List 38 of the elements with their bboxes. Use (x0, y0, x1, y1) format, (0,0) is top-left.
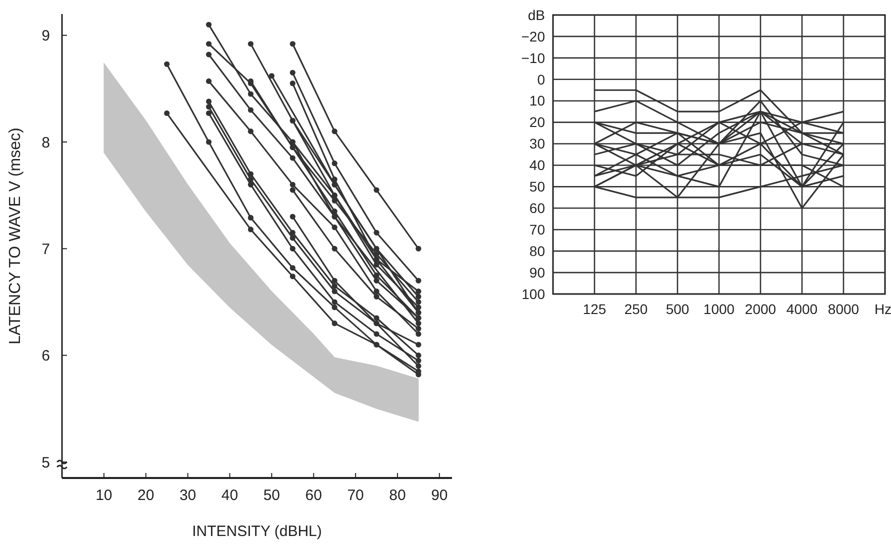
y-tick-label: 80 (529, 242, 546, 259)
x-tick-label: 60 (305, 487, 322, 504)
y-tick-label: 100 (522, 286, 546, 302)
x-tick-label: 2000 (744, 301, 776, 317)
y-tick-label: −10 (521, 50, 546, 66)
y-axis-title: dB (528, 6, 545, 23)
x-tick-label: 10 (96, 487, 112, 504)
x-axis-title: Hz (874, 301, 891, 317)
x-tick-label: 70 (347, 487, 364, 504)
x-tick-label: 80 (389, 487, 406, 504)
y-tick-label: 8 (42, 134, 50, 152)
x-tick-label: 20 (138, 487, 154, 504)
y-tick-label: 70 (529, 222, 546, 238)
y-axis-title: LATENCY TO WAVE V (msec) (7, 128, 24, 344)
x-axis-title: INTENSITY (dBHL) (192, 523, 322, 540)
x-tick-label: 30 (179, 487, 196, 504)
x-tick-label: 40 (221, 487, 238, 504)
y-tick-label: 10 (529, 92, 546, 109)
y-tick-label: 30 (529, 136, 546, 152)
x-tick-label: 125 (582, 301, 606, 317)
y-tick-label: 5 (42, 454, 50, 472)
y-tick-label: 40 (529, 157, 546, 174)
y-tick-label: 6 (42, 348, 50, 365)
y-tick-label: 0 (537, 71, 546, 88)
y-tick-label: 9 (42, 28, 50, 45)
x-tick-label: 500 (666, 301, 690, 317)
x-tick-label: 90 (431, 487, 448, 504)
y-tick-label: 60 (529, 200, 546, 216)
x-tick-label: 1000 (703, 301, 735, 317)
y-tick-label: 20 (529, 114, 546, 130)
y-tick-label: −20 (521, 28, 546, 44)
x-tick-label: 250 (624, 301, 648, 317)
x-tick-label: 8000 (828, 301, 860, 317)
x-tick-label: 4000 (786, 301, 818, 317)
y-tick-label: 7 (42, 240, 50, 258)
y-tick-label: 50 (529, 178, 546, 195)
y-tick-label: 90 (529, 264, 546, 280)
x-tick-label: 50 (263, 487, 280, 504)
